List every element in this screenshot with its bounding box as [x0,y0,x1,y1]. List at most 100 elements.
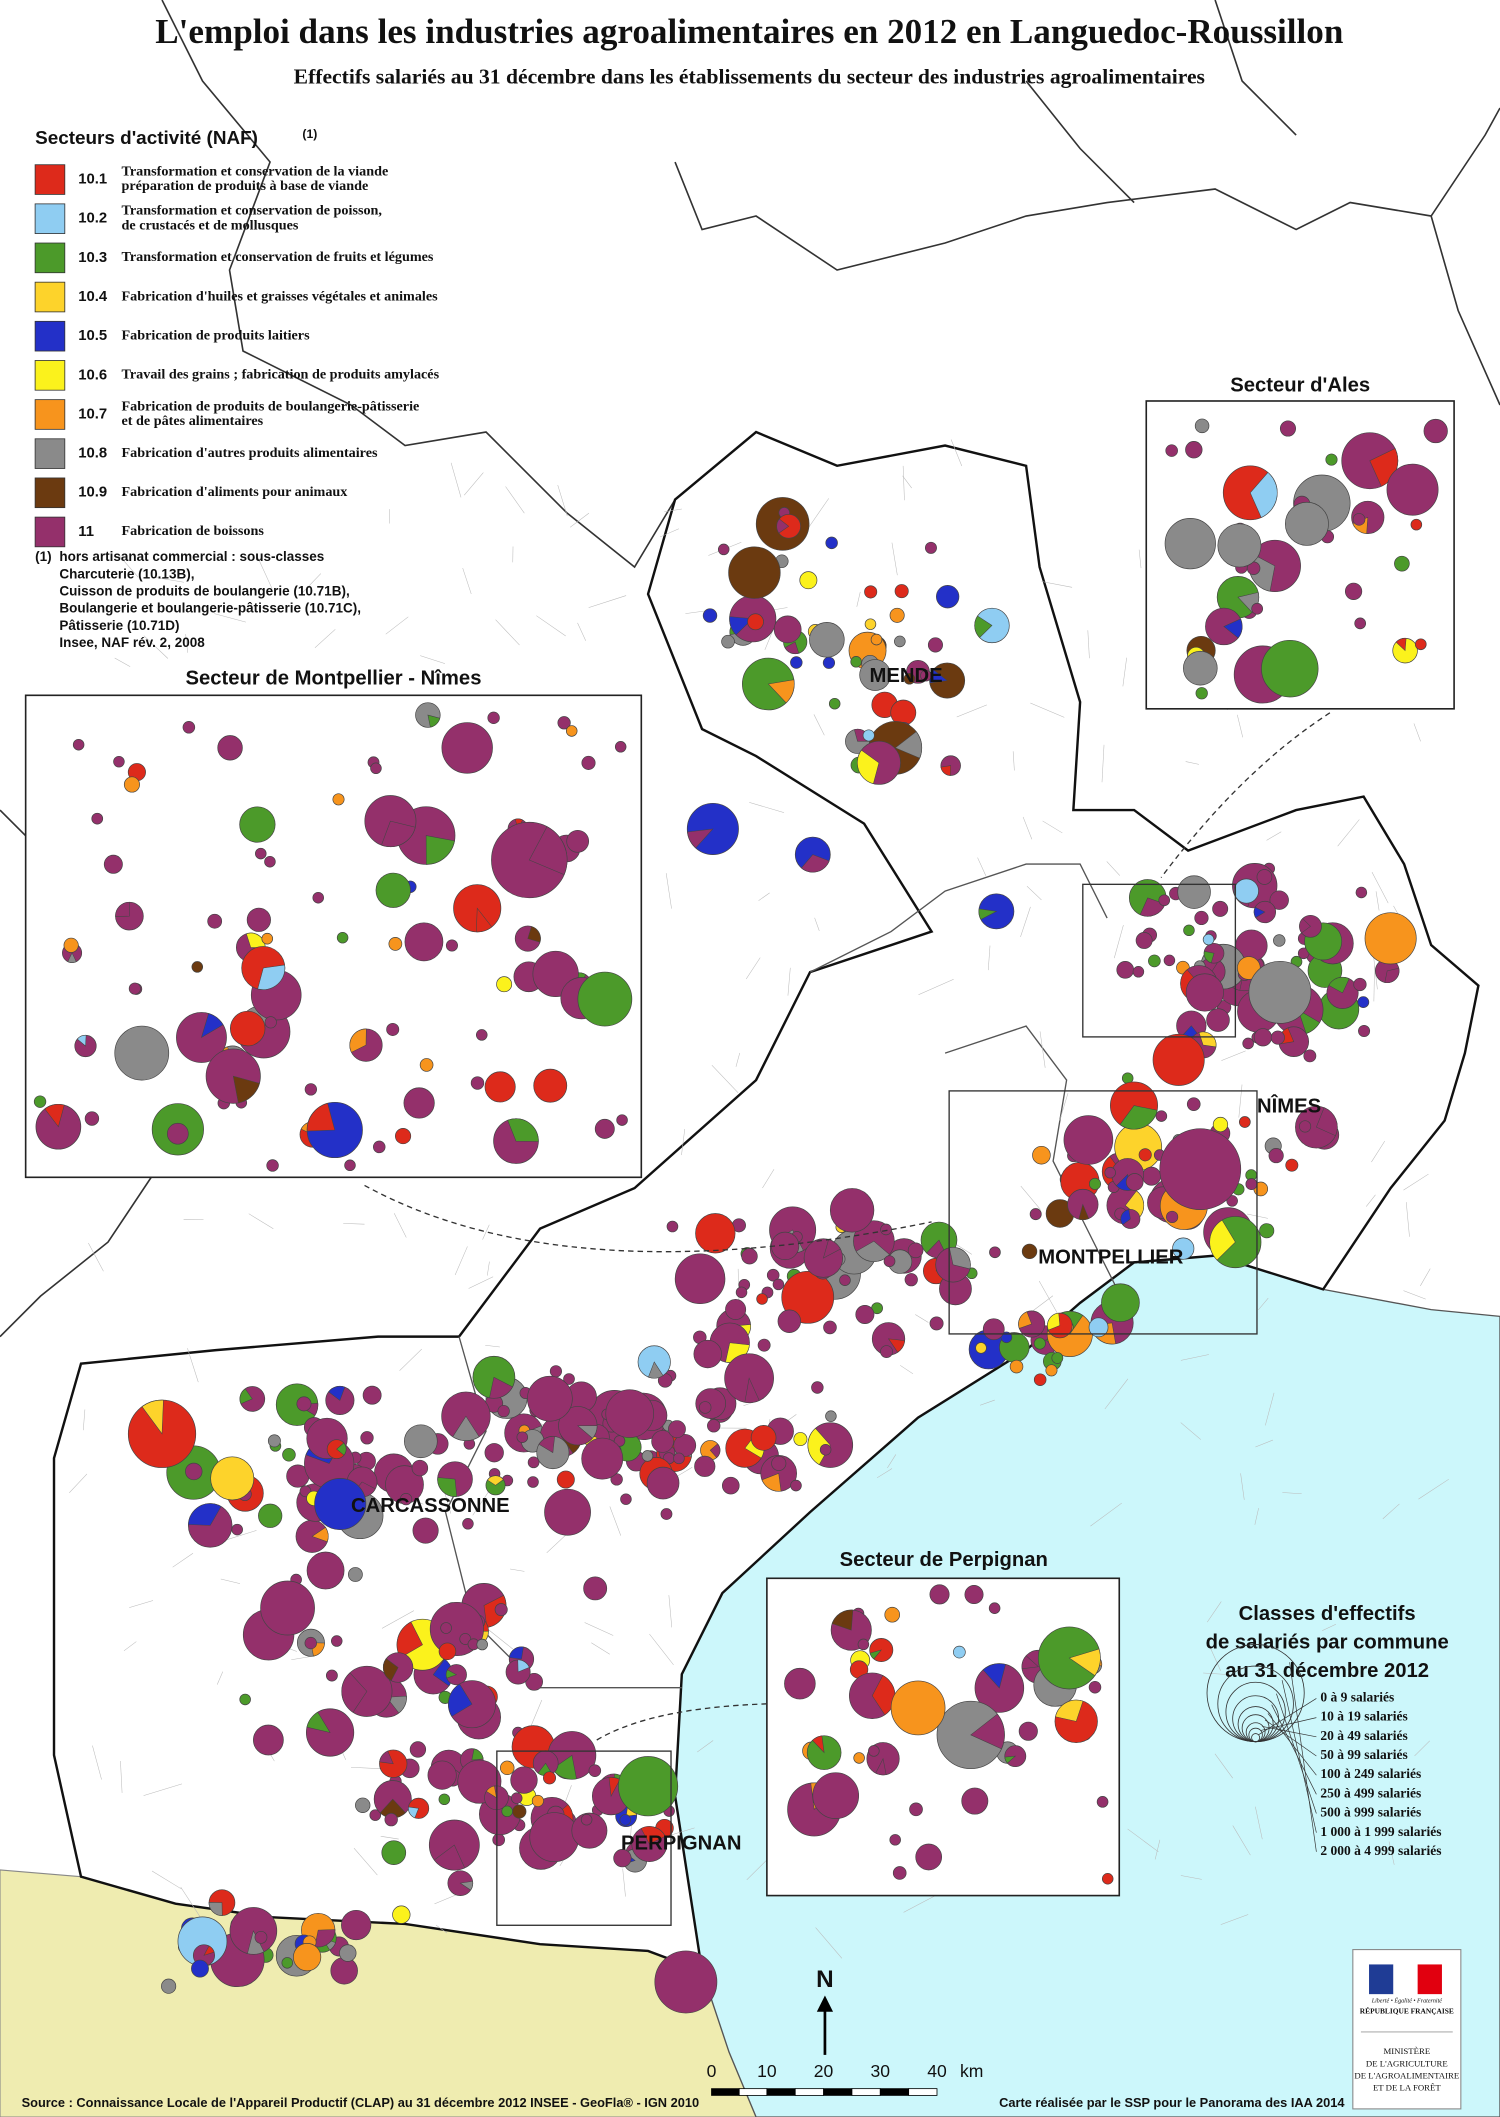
sector-symbol [1051,1352,1064,1364]
sector-symbol [344,1159,356,1172]
sector-slice [489,1376,513,1399]
sector-symbol [870,633,883,646]
sector-symbol [903,673,916,685]
sector-symbol [920,669,932,682]
commune-border [129,1600,154,1608]
sector-symbol [404,1424,438,1459]
sector-symbol [103,854,123,874]
commune-border [114,657,131,667]
sector-symbol [894,635,906,648]
sector-slice [1253,906,1266,919]
sector-symbol [1163,954,1176,967]
size-legend: Classes d'effectifs de salariés par comm… [1206,1603,1449,1858]
sector-symbol [438,1642,457,1661]
scale-segment [711,2088,740,2096]
sector-slice [425,835,455,865]
sector-symbol [1253,1028,1273,1047]
sector-slice [341,1672,368,1713]
sector-symbol [580,1813,593,1826]
sector-symbol [819,1443,832,1456]
sector-symbol [544,1488,591,1536]
sector-symbol [527,1476,539,1488]
commune-border [681,1128,686,1156]
sector-symbol [829,1188,875,1233]
commune-border [649,1633,674,1666]
sector-symbol [501,1805,513,1818]
size-legend-leader [1276,1693,1317,1814]
sector-symbol [883,1255,896,1268]
sector-symbol [1152,1033,1205,1086]
commune-border [711,1065,739,1093]
commune-border [569,512,590,528]
sector-symbol [1000,1331,1013,1344]
sector-symbol [771,1455,787,1471]
sector-symbol [894,584,909,599]
sector-symbol [440,1622,452,1634]
sector-symbol [889,607,905,623]
commune-border [1104,1378,1129,1410]
commune-border [1220,1914,1249,1925]
size-legend-title: au 31 décembre 2012 [1225,1660,1429,1682]
sector-symbol [735,1286,748,1299]
sector-symbol [254,1930,268,1944]
sector-symbol [1284,501,1329,546]
sector-symbol [892,1866,907,1880]
sector-symbol [325,1669,338,1682]
sector-symbol [1101,1873,1114,1885]
commune-border [1375,891,1380,911]
sector-slice [894,731,922,759]
size-legend-circle [1206,1644,1305,1743]
sector-symbol [1116,961,1135,979]
sector-slice [1004,1755,1017,1764]
legend-code: 11 [78,524,94,540]
logo-ministry: MINISTÈRE [1383,2046,1430,2056]
sector-symbol [362,1385,382,1405]
sector-slice [887,1338,906,1353]
legend-code: 10.6 [78,367,107,383]
sector-slice [306,1102,336,1132]
sector-symbol [766,1268,780,1282]
sector-symbol [253,1724,284,1756]
sector-symbol [1159,1128,1242,1211]
sector-symbol [581,755,596,770]
sector-symbol [1273,934,1286,947]
sector-symbol [1142,1166,1161,1186]
commune-border [762,1169,775,1189]
sector-symbol [360,1431,374,1445]
commune-border [505,486,525,514]
sector-symbol [392,1905,411,1924]
sector-symbol [543,1771,557,1785]
sector-symbol [975,1342,987,1354]
commune-border [1237,714,1243,738]
commune-border [1207,1601,1222,1623]
sector-slice [306,1711,331,1733]
sector-symbol [1423,418,1448,444]
sector-symbol [850,656,862,668]
commune-border [1418,1478,1449,1500]
sector-symbol [1063,1115,1114,1165]
legend-title-note: (1) [302,127,317,141]
sector-slice [744,1377,760,1403]
commune-border [902,475,912,489]
sector-slice [538,1436,555,1454]
sector-symbol [571,1812,608,1849]
size-legend-title: de salariés par commune [1206,1631,1449,1653]
commune-border [1138,549,1142,569]
commune-border [1203,1672,1230,1675]
scale-segment [908,2088,938,2096]
commune-border [248,1213,274,1229]
sector-symbol [231,1523,243,1536]
sector-symbol [1045,1364,1058,1377]
sector-slice [1223,618,1243,639]
sector-symbol [618,1756,679,1817]
commune-border [464,472,484,496]
sector-symbol [581,1437,624,1480]
sector-symbol [1101,1283,1140,1323]
sector-symbol [341,1909,372,1941]
sector-symbol [982,1318,1005,1341]
sector-symbol [725,1299,747,1320]
sector-symbol [1158,894,1171,907]
sector-slice [1198,1031,1217,1048]
size-legend-class: 0 à 9 salariés [1320,1690,1394,1705]
sector-symbol [557,716,571,730]
